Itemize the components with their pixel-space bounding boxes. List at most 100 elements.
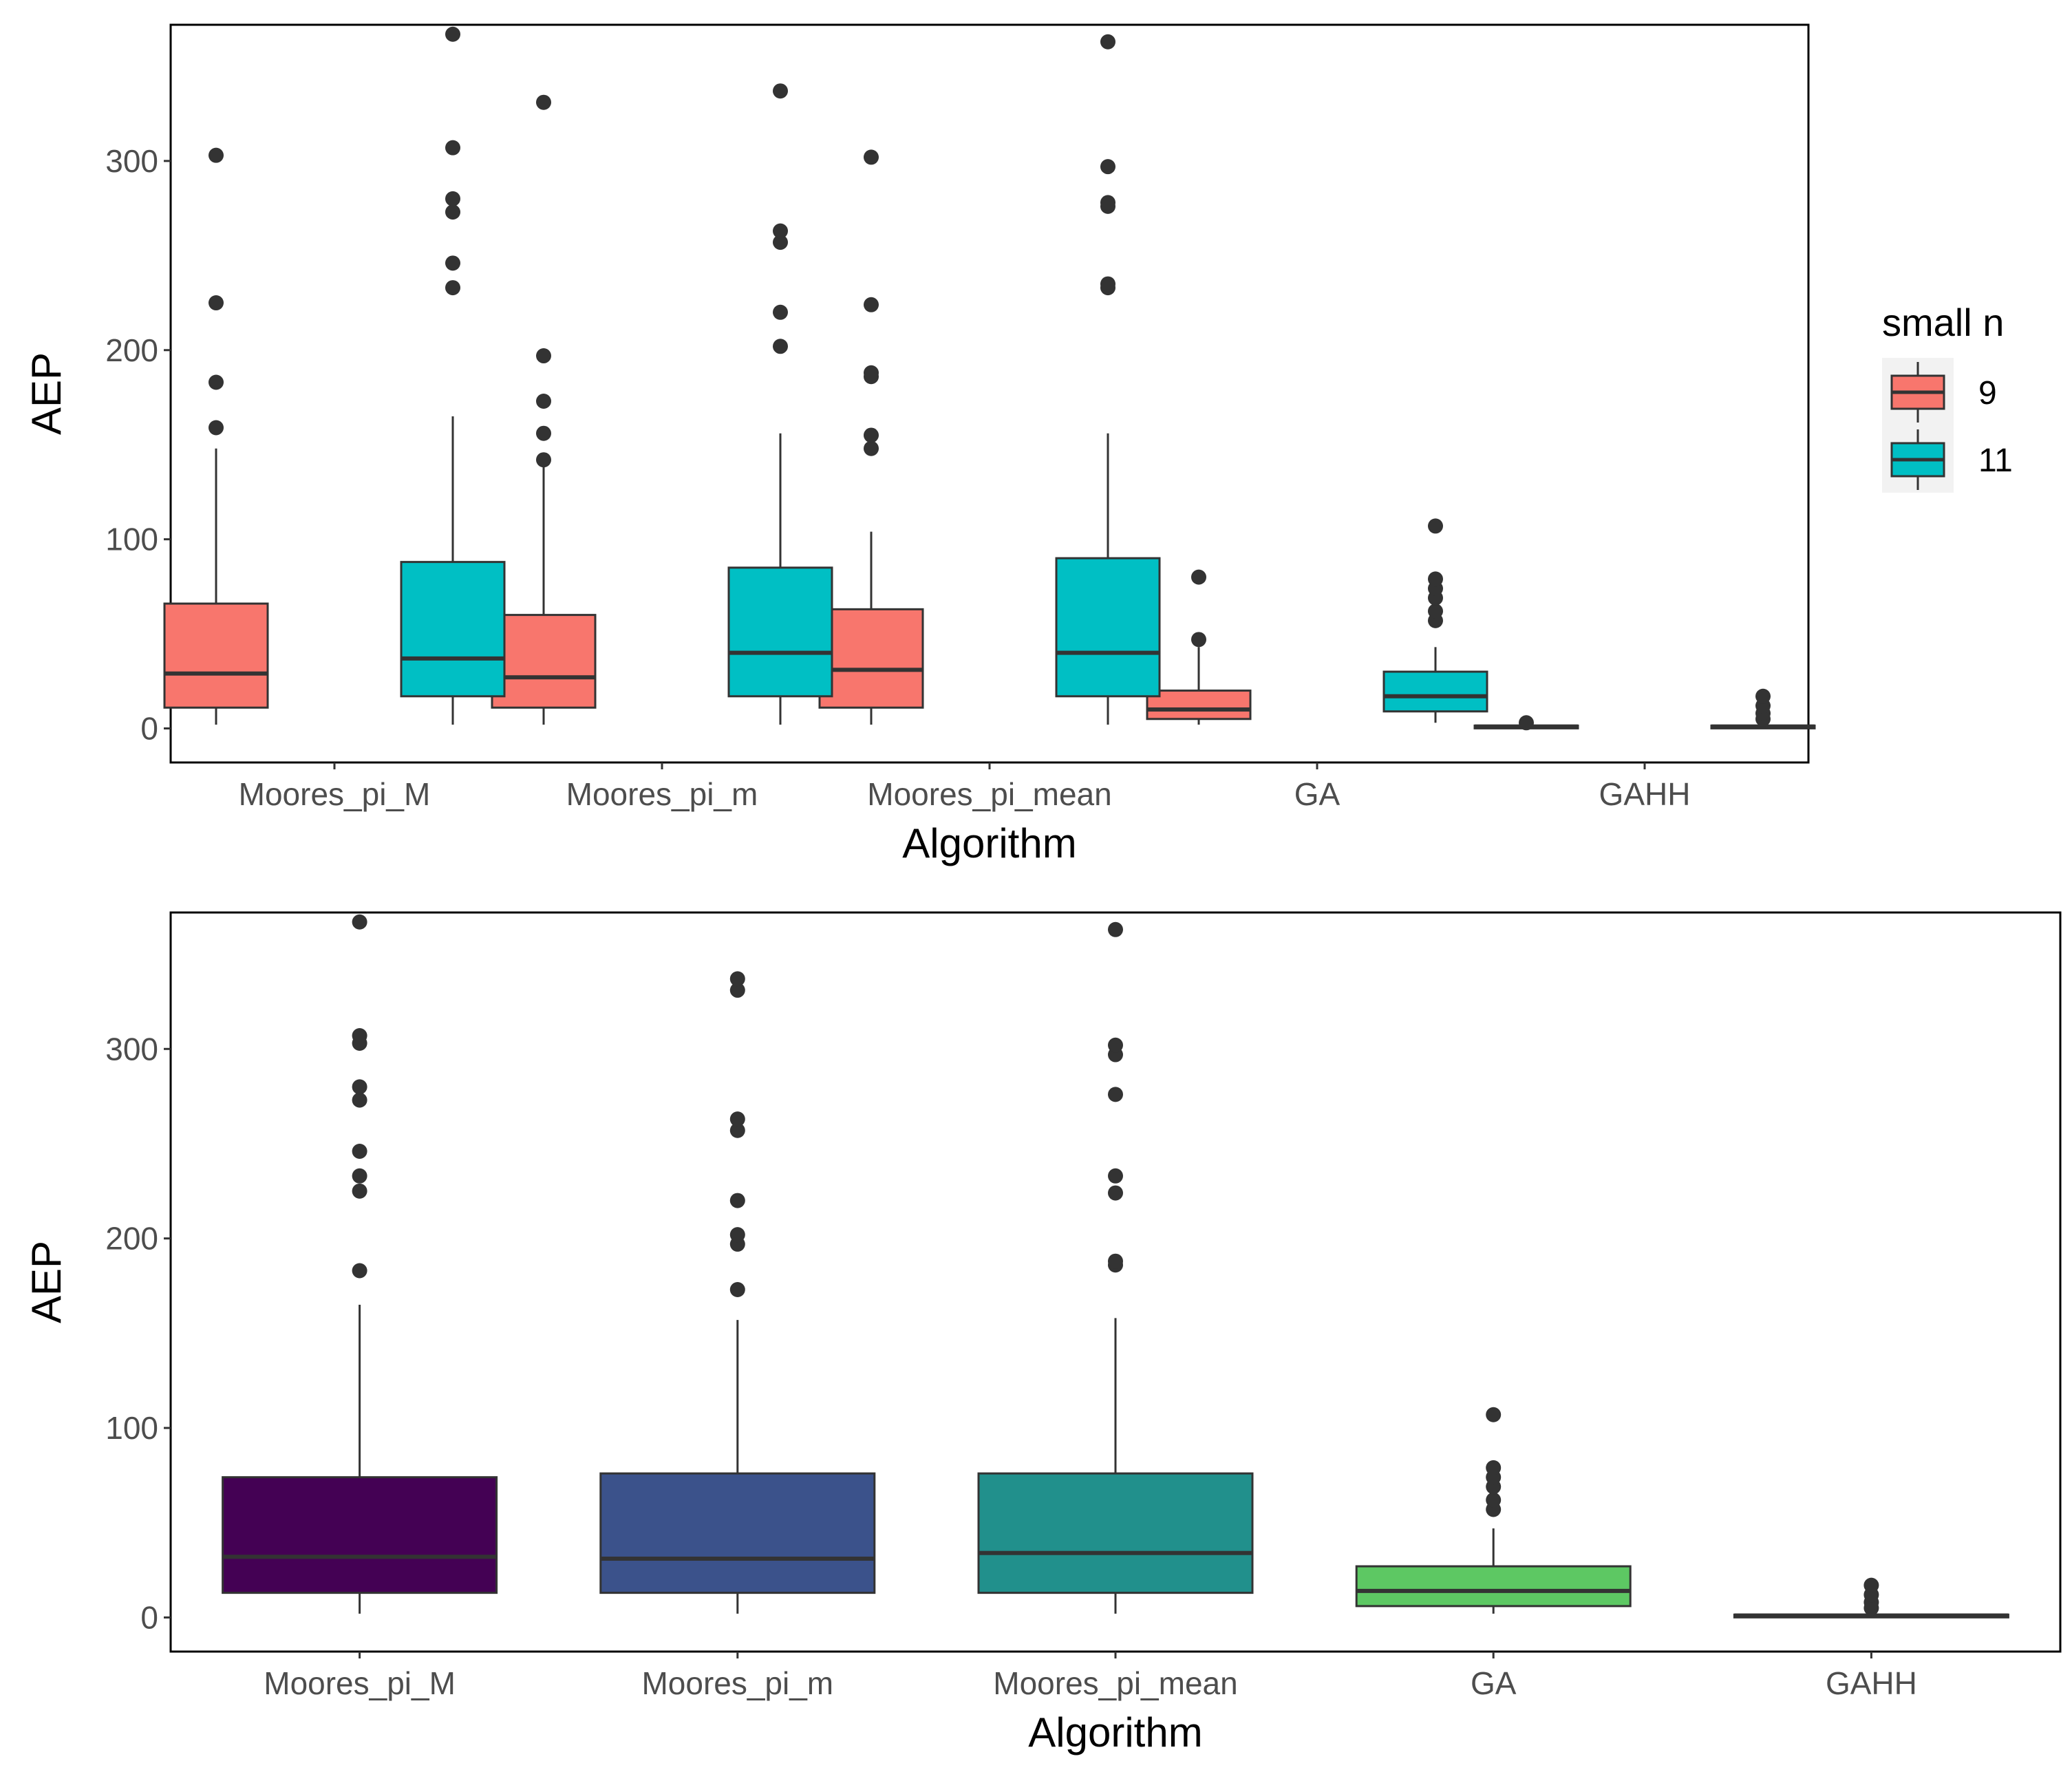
box-moores-pi-mean-box	[977, 1472, 1254, 1594]
y-tick-label-0: 0	[140, 1599, 158, 1635]
box-moores-pi-mean-n11-box	[1055, 557, 1161, 698]
box-moores-pi-mean-outlier-5	[1108, 1087, 1123, 1102]
x-tick-label-gahh: GAHH	[1599, 776, 1691, 812]
box-moores-pi-m-n9-box	[491, 614, 597, 709]
box-moores-pi-m-n9-outlier-2	[536, 425, 551, 441]
box-ga-n9-outlier-1	[1191, 632, 1206, 648]
box-ga-outlier-5	[1486, 1460, 1502, 1475]
box-moores-pi-mean-n9-outlier-6	[864, 149, 879, 165]
box-ga-outlier-6	[1486, 1407, 1502, 1422]
y-tick-label-100: 100	[105, 522, 158, 557]
x-tick-label-ga: GA	[1471, 1665, 1517, 1701]
y-tick-label-200: 200	[105, 1221, 158, 1257]
y-tick-label-0: 0	[140, 711, 158, 747]
box-moores-pi-m-n9-outlier-1	[209, 420, 224, 436]
box-moores-pi-mean-n9-outlier-5	[864, 297, 879, 312]
box-moores-pi-m-outlier-6	[729, 1111, 745, 1127]
box-moores-pi-m-box	[222, 1476, 498, 1594]
box-moores-pi-m-outlier-1	[352, 1263, 367, 1279]
box-moores-pi-m-outlier-5	[729, 1122, 745, 1138]
box-moores-pi-mean-outlier-7	[1108, 1037, 1123, 1053]
box-moores-pi-m-n11-box	[727, 566, 833, 698]
box-moores-pi-m-outlier-3	[352, 1168, 367, 1184]
box-moores-pi-mean-outlier-2	[1108, 1253, 1123, 1269]
box-moores-pi-m-n9-outlier-3	[536, 393, 551, 409]
y-tick-label-100: 100	[105, 1410, 158, 1446]
box-ga-n11-outlier-5	[1428, 571, 1443, 587]
box-moores-pi-mean-n9-outlier-1	[864, 440, 879, 456]
box-moores-pi-mean-outlier-8	[1108, 921, 1123, 937]
box-moores-pi-m-outlier-5	[352, 1092, 367, 1108]
box-moores-pi-m-n9-box	[163, 602, 269, 709]
top-boxplot-chart: 0 100 200 300 Moores_pi_M Moores_pi_m Moores_p…	[23, 23, 2013, 866]
x-tick-label-moores-pi-m: Moores_pi_M	[264, 1665, 456, 1701]
box-moores-pi-mean-n11-outlier-4	[1100, 195, 1115, 211]
box-moores-pi-m-outlier-9	[352, 914, 367, 930]
box-moores-pi-m-n9-outlier-1	[536, 452, 551, 468]
box-moores-pi-m-n11-outlier-3	[445, 204, 460, 220]
box-moores-pi-m-n11-outlier-1	[773, 339, 788, 354]
x-tick-label-gahh: GAHH	[1826, 1665, 1917, 1701]
y-tick-label-300: 300	[105, 1031, 158, 1067]
box-moores-pi-mean-outlier-4	[1108, 1168, 1123, 1184]
box-moores-pi-mean-n9-box	[818, 608, 924, 709]
box-moores-pi-m-n11-outlier-2	[773, 304, 788, 320]
y-axis-title: AEP	[23, 1241, 70, 1323]
y-tick-label-200: 200	[105, 332, 158, 368]
y-tick-label-300: 300	[105, 143, 158, 179]
box-ga-outlier-2	[1486, 1492, 1502, 1508]
box-gahh-n9-outlier-1	[1519, 715, 1534, 731]
box-moores-pi-m-n9-outlier-4	[209, 147, 224, 163]
box-moores-pi-m-outlier-7	[729, 982, 745, 998]
box-ga-n11-box	[1382, 670, 1488, 713]
box-moores-pi-m-n9-outlier-4	[536, 348, 551, 364]
box-ga-n9-box	[1146, 690, 1252, 720]
box-ga-n9-outlier-2	[1191, 569, 1206, 585]
box-moores-pi-m-n9-outlier-3	[209, 295, 224, 311]
box-moores-pi-m-n11-outlier-4	[445, 191, 460, 206]
x-tick-label-moores-pi-m: Moores_pi_m	[641, 1665, 833, 1701]
box-moores-pi-m-n11-outlier-2	[445, 255, 460, 271]
box-moores-pi-m-box	[599, 1472, 876, 1594]
box-moores-pi-mean-n11-outlier-5	[1100, 159, 1115, 175]
x-axis-title: Algorithm	[902, 820, 1076, 866]
box-moores-pi-m-n11-outlier-3	[773, 235, 788, 250]
legend: small n 9 11	[1882, 301, 2013, 493]
box-moores-pi-m-n9-outlier-5	[536, 94, 551, 110]
legend-title: small n	[1882, 301, 2004, 344]
box-moores-pi-m-n11-outlier-5	[773, 83, 788, 99]
x-tick-label-moores-pi-m: Moores_pi_M	[239, 776, 431, 812]
box-moores-pi-mean-outlier-3	[1108, 1185, 1123, 1201]
box-moores-pi-m-n11-outlier-6	[445, 26, 460, 42]
box-moores-pi-m-n11-outlier-1	[445, 280, 460, 296]
box-ga-n11-outlier-6	[1428, 518, 1443, 534]
box-ga-box	[1355, 1565, 1632, 1608]
x-tick-label-ga: GA	[1294, 776, 1341, 812]
x-axis-title: Algorithm	[1028, 1709, 1202, 1755]
box-ga-n11-outlier-2	[1428, 604, 1443, 619]
box-moores-pi-m-n11-outlier-4	[773, 223, 788, 239]
legend-label-9: 9	[1978, 375, 1997, 412]
x-tick-label-moores-pi-mean: Moores_pi_mean	[993, 1665, 1237, 1701]
box-moores-pi-mean-n9-outlier-2	[864, 427, 879, 443]
y-axis-title: AEP	[23, 352, 70, 435]
box-moores-pi-m-outlier-4	[729, 1193, 745, 1208]
box-gahh-n11-outlier-4	[1755, 688, 1771, 704]
x-tick-label-moores-pi-m: Moores_pi_m	[566, 776, 758, 812]
box-moores-pi-m-outlier-8	[729, 971, 745, 987]
x-tick-label-moores-pi-mean: Moores_pi_mean	[867, 776, 1111, 812]
box-moores-pi-m-n11-box	[400, 561, 506, 698]
box-moores-pi-m-outlier-4	[352, 1143, 367, 1159]
box-moores-pi-m-n11-outlier-5	[445, 140, 460, 156]
box-moores-pi-mean-n11-outlier-2	[1100, 276, 1115, 292]
box-moores-pi-m-outlier-3	[729, 1227, 745, 1243]
box-moores-pi-mean-n9-outlier-4	[864, 365, 879, 381]
legend-label-11: 11	[1978, 442, 2013, 479]
box-moores-pi-m-outlier-2	[352, 1183, 367, 1199]
box-moores-pi-m-outlier-1	[729, 1282, 745, 1298]
box-moores-pi-m-n9-outlier-2	[209, 374, 224, 390]
box-moores-pi-mean-n11-outlier-6	[1100, 34, 1115, 50]
box-gahh-outlier-4	[1863, 1577, 1879, 1593]
box-moores-pi-m-outlier-6	[352, 1079, 367, 1095]
